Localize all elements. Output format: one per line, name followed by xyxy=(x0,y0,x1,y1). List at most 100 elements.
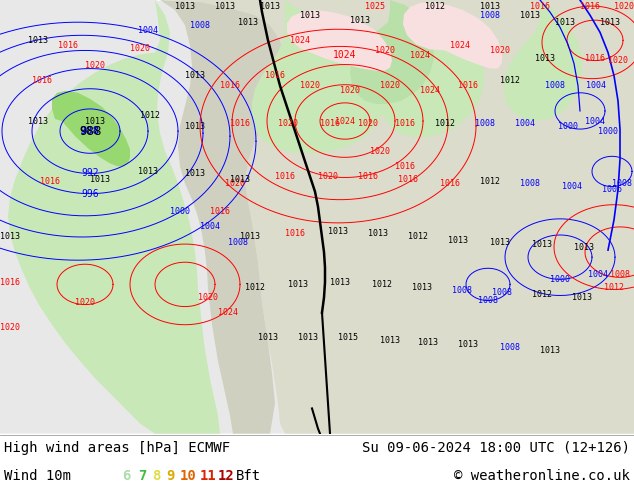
Text: 1024: 1024 xyxy=(218,308,238,317)
Text: 1013: 1013 xyxy=(490,238,510,246)
Text: 1004: 1004 xyxy=(515,119,535,127)
Text: 1013: 1013 xyxy=(328,227,348,237)
Text: 1016: 1016 xyxy=(395,162,415,171)
Text: 1013: 1013 xyxy=(535,54,555,63)
Text: 1020: 1020 xyxy=(198,293,218,302)
Text: 1004: 1004 xyxy=(586,81,606,90)
Text: 1020: 1020 xyxy=(318,172,338,181)
Text: 1020: 1020 xyxy=(614,1,634,11)
Text: 6: 6 xyxy=(122,469,131,483)
Text: 996: 996 xyxy=(81,189,99,198)
Text: 1008: 1008 xyxy=(452,286,472,295)
Text: 1020: 1020 xyxy=(490,46,510,55)
Polygon shape xyxy=(52,91,130,167)
Text: 992: 992 xyxy=(81,169,99,178)
Text: High wind areas [hPa] ECMWF: High wind areas [hPa] ECMWF xyxy=(4,441,230,455)
Text: 1013: 1013 xyxy=(185,169,205,178)
Polygon shape xyxy=(350,0,434,104)
Text: 1015: 1015 xyxy=(338,333,358,343)
Text: 1013: 1013 xyxy=(350,16,370,24)
Text: 1013: 1013 xyxy=(90,175,110,184)
Text: 1013: 1013 xyxy=(300,11,320,20)
Text: 1008: 1008 xyxy=(190,21,210,30)
Text: 1020: 1020 xyxy=(358,119,378,127)
Text: 1024: 1024 xyxy=(410,51,430,60)
Text: 9: 9 xyxy=(166,469,174,483)
Text: 1000: 1000 xyxy=(550,275,570,284)
Text: 1013: 1013 xyxy=(574,243,594,251)
Text: 1008: 1008 xyxy=(610,270,630,279)
Text: 1004: 1004 xyxy=(138,26,158,35)
Text: 1008: 1008 xyxy=(475,119,495,127)
Text: 1024: 1024 xyxy=(450,41,470,50)
Text: 10: 10 xyxy=(180,469,197,483)
Text: 1013: 1013 xyxy=(572,293,592,302)
Text: 1016: 1016 xyxy=(285,229,305,239)
Text: 8: 8 xyxy=(152,469,160,483)
Text: 1004: 1004 xyxy=(200,222,220,231)
Text: 1013: 1013 xyxy=(28,117,48,125)
Text: 1008: 1008 xyxy=(478,296,498,305)
Text: 1016: 1016 xyxy=(32,76,52,85)
Text: 1013: 1013 xyxy=(380,336,400,345)
Text: 1016: 1016 xyxy=(530,1,550,11)
Text: 1013: 1013 xyxy=(138,167,158,176)
Text: 1016: 1016 xyxy=(265,71,285,80)
Text: 988: 988 xyxy=(80,126,100,136)
Text: 1008: 1008 xyxy=(492,288,512,297)
Text: Su 09-06-2024 18:00 UTC (12+126): Su 09-06-2024 18:00 UTC (12+126) xyxy=(362,441,630,455)
Text: 1012: 1012 xyxy=(604,283,624,292)
Text: 1020: 1020 xyxy=(370,147,390,156)
Text: 1013: 1013 xyxy=(418,339,438,347)
Polygon shape xyxy=(504,0,582,121)
Text: 1016: 1016 xyxy=(580,1,600,11)
Text: 1020: 1020 xyxy=(375,46,395,55)
Text: 1006: 1006 xyxy=(602,185,622,194)
Polygon shape xyxy=(160,0,634,434)
Text: Wind 10m: Wind 10m xyxy=(4,469,71,483)
Text: 1012: 1012 xyxy=(408,232,428,242)
Text: 1013: 1013 xyxy=(215,1,235,11)
Text: 1013: 1013 xyxy=(28,36,48,45)
Text: 7: 7 xyxy=(138,469,146,483)
Text: 1012: 1012 xyxy=(435,119,455,127)
Text: 1012: 1012 xyxy=(372,280,392,289)
Text: 1012: 1012 xyxy=(500,76,520,85)
Text: 1013: 1013 xyxy=(448,236,468,245)
Text: 1013: 1013 xyxy=(288,280,308,289)
Text: 1020: 1020 xyxy=(130,44,150,53)
Text: Bft: Bft xyxy=(236,469,261,483)
Text: 1012: 1012 xyxy=(425,1,445,11)
Polygon shape xyxy=(252,0,390,153)
Text: 1013: 1013 xyxy=(185,122,205,130)
Text: 1016: 1016 xyxy=(398,175,418,184)
Text: 1013: 1013 xyxy=(330,278,350,287)
Text: 1016: 1016 xyxy=(320,119,340,127)
Polygon shape xyxy=(382,0,484,137)
Text: 1020: 1020 xyxy=(278,119,298,127)
Text: 1020: 1020 xyxy=(0,323,20,332)
Text: 1013: 1013 xyxy=(600,18,620,26)
Text: 1013: 1013 xyxy=(555,18,575,26)
Text: 1020: 1020 xyxy=(225,179,245,188)
Text: 1025: 1025 xyxy=(365,1,385,11)
Text: 1016: 1016 xyxy=(220,81,240,90)
Polygon shape xyxy=(8,0,220,434)
Text: 1013: 1013 xyxy=(540,346,560,355)
Text: 1020: 1020 xyxy=(85,61,105,70)
Text: 1016: 1016 xyxy=(40,177,60,186)
Text: 1024: 1024 xyxy=(420,86,440,95)
Text: 1020: 1020 xyxy=(380,81,400,90)
Text: 1016: 1016 xyxy=(230,119,250,127)
Text: 1013: 1013 xyxy=(0,232,20,242)
Text: 1016: 1016 xyxy=(210,207,230,216)
Text: 1008: 1008 xyxy=(228,238,248,246)
Text: 12: 12 xyxy=(218,469,235,483)
Polygon shape xyxy=(160,0,285,434)
Text: 1013: 1013 xyxy=(260,1,280,11)
Text: 1008: 1008 xyxy=(500,343,520,352)
Text: 1013: 1013 xyxy=(520,11,540,20)
Text: 1016: 1016 xyxy=(440,179,460,188)
Polygon shape xyxy=(287,10,392,71)
Text: 1012: 1012 xyxy=(480,177,500,186)
